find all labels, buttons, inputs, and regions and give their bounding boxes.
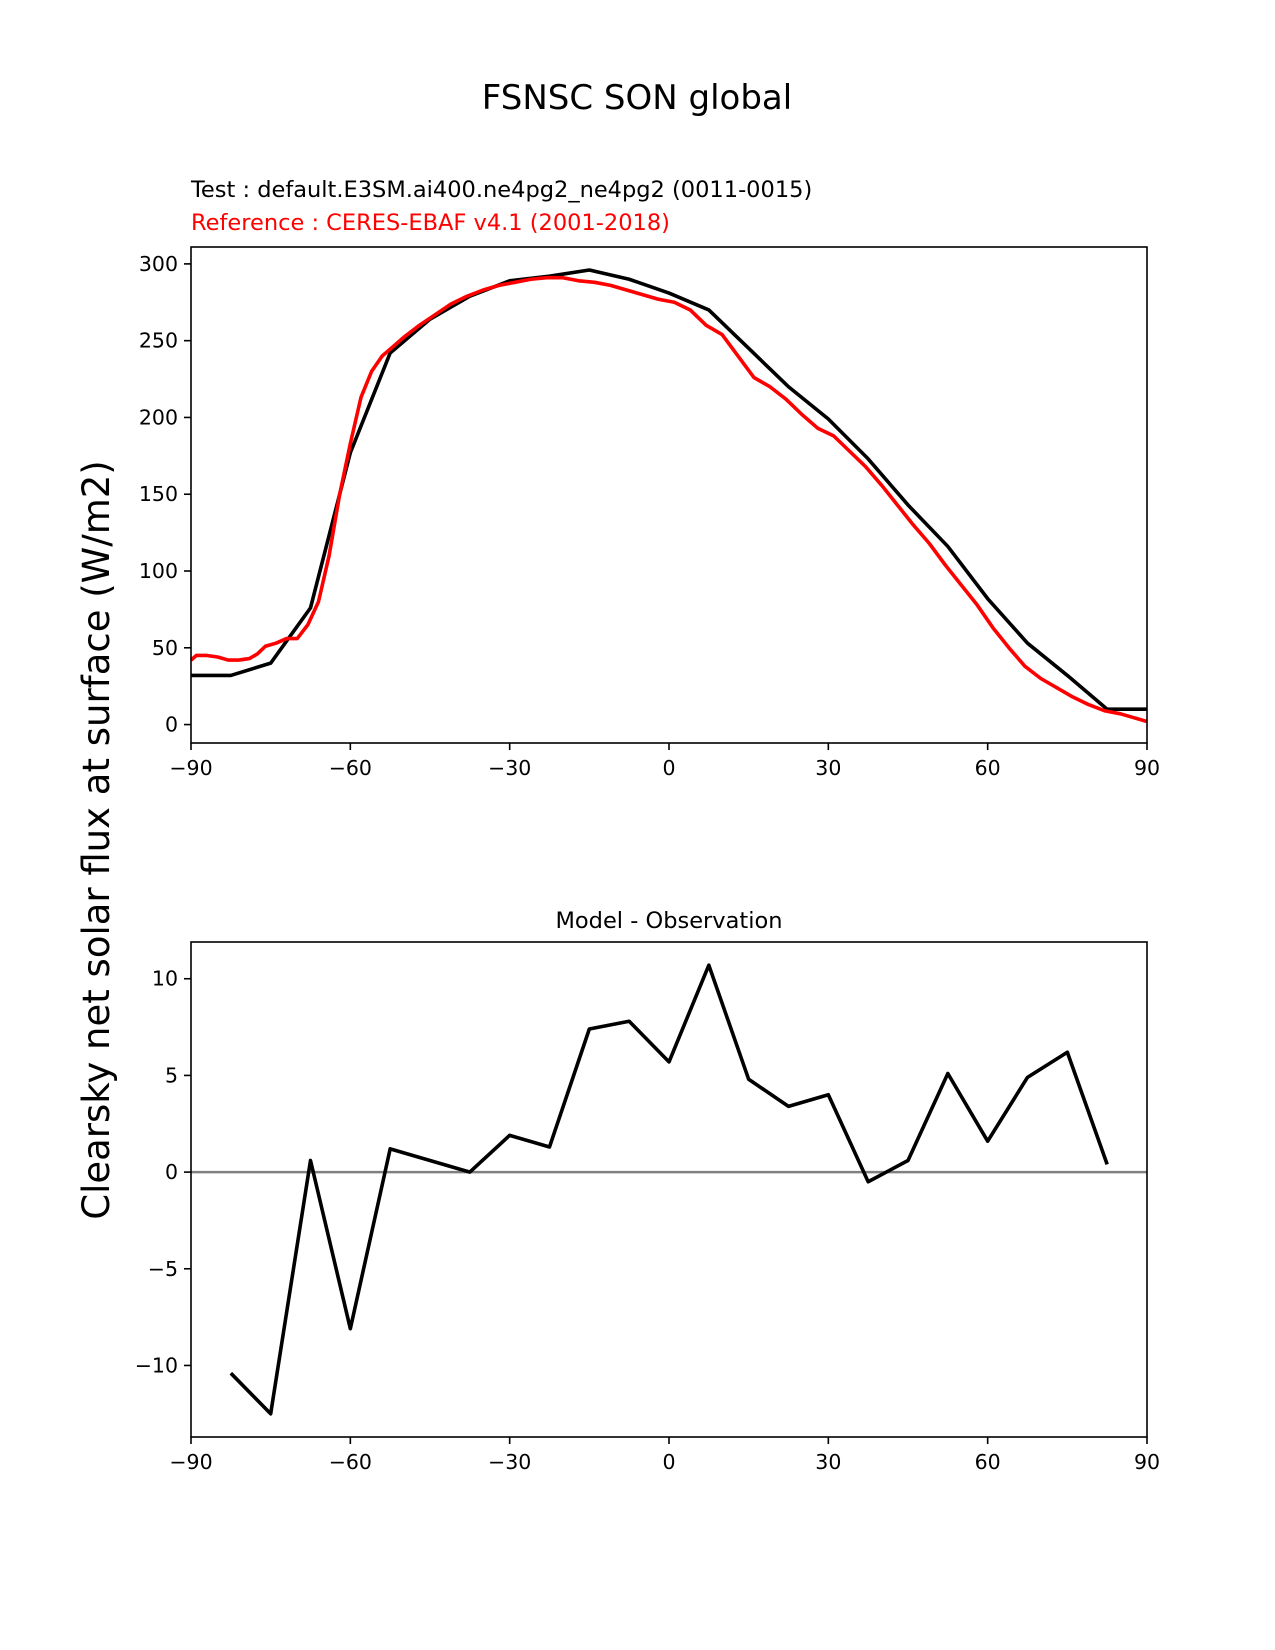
bottom-series-difference-line xyxy=(229,963,1109,1416)
bottom-panel-axes: −90 −60 −30 0 30 60 90 −10 −5 0 5 10 xyxy=(135,941,1160,1474)
bottom-ytick-label: −10 xyxy=(135,1353,178,1377)
top-xtick-label: −90 xyxy=(169,756,212,780)
bottom-xtick-label: 30 xyxy=(815,1450,841,1474)
top-ytick-label: 50 xyxy=(152,636,178,660)
bottom-ytick-label: −5 xyxy=(148,1257,178,1281)
top-panel-test-label: Test : default.E3SM.ai400.ne4pg2_ne4pg2 … xyxy=(190,177,812,203)
top-ytick-label: 100 xyxy=(139,559,178,583)
bottom-axes-frame xyxy=(190,941,1148,1438)
top-ytick-label: 200 xyxy=(139,405,178,429)
top-xtick-label: 30 xyxy=(815,756,841,780)
bottom-xtick-label: −90 xyxy=(169,1450,212,1474)
figure-suptitle: FSNSC SON global xyxy=(482,78,792,118)
top-xtick-label: 0 xyxy=(662,756,675,780)
top-panel-axes: −90 −60 −30 0 30 60 90 0 50 100 150 200 250 300 xyxy=(139,246,1160,780)
top-ytick-label: 300 xyxy=(139,252,178,276)
bottom-xtick-label: 0 xyxy=(662,1450,675,1474)
top-xtick-label: 60 xyxy=(975,756,1001,780)
top-ytick-label: 0 xyxy=(165,713,178,737)
bottom-xtick-label: 90 xyxy=(1134,1450,1160,1474)
top-series-reference-line xyxy=(189,275,1148,724)
bottom-panel-title: Model - Observation xyxy=(556,908,783,934)
top-xtick-label: 90 xyxy=(1134,756,1160,780)
top-xtick-label: −60 xyxy=(329,756,372,780)
top-xtick-label: −30 xyxy=(488,756,531,780)
bottom-xtick-label: 60 xyxy=(975,1450,1001,1474)
figure-ylabel: Clearsky net solar flux at surface (W/m2… xyxy=(75,460,118,1220)
bottom-xtick-label: −60 xyxy=(329,1450,372,1474)
top-panel-reference-label: Reference : CERES-EBAF v4.1 (2001-2018) xyxy=(191,210,670,236)
top-series-test-line xyxy=(191,268,1147,712)
bottom-ytick-label: 5 xyxy=(165,1063,178,1087)
bottom-xtick-label: −30 xyxy=(488,1450,531,1474)
top-ytick-label: 150 xyxy=(139,482,178,506)
top-ytick-label: 250 xyxy=(139,329,178,353)
bottom-ytick-label: 0 xyxy=(165,1160,178,1184)
top-axes-frame xyxy=(190,246,1148,744)
bottom-ytick-label: 10 xyxy=(152,967,178,991)
